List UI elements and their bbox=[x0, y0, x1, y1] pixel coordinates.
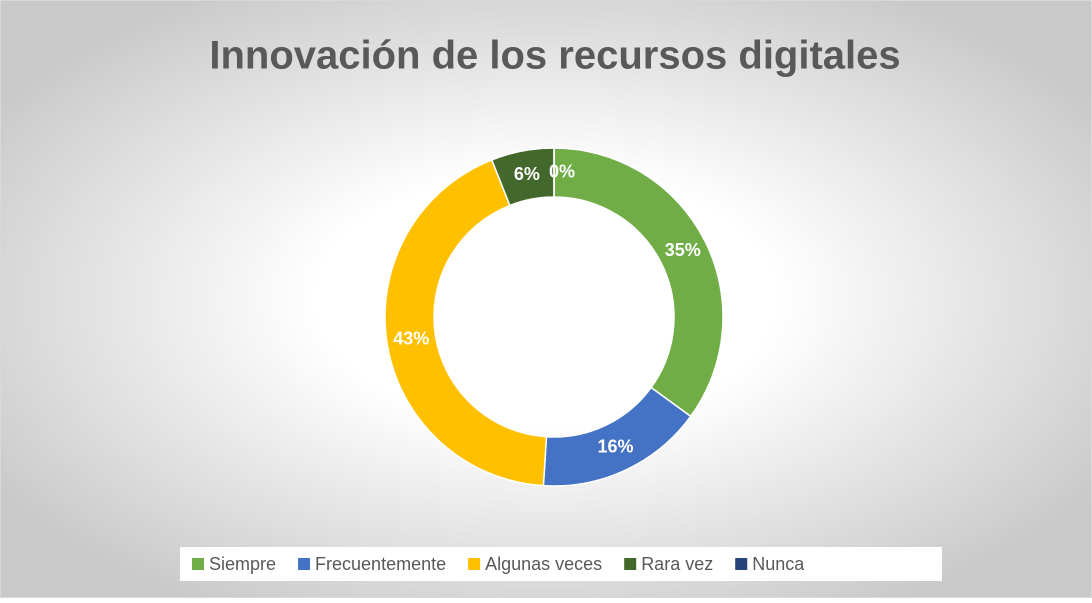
legend-swatch bbox=[298, 558, 311, 570]
donut-slice bbox=[553, 147, 724, 418]
legend-swatch bbox=[468, 558, 481, 570]
legend-label: Frecuentemente bbox=[315, 554, 446, 574]
legend-label: Nunca bbox=[752, 554, 805, 574]
data-label: 6% bbox=[514, 164, 540, 184]
chart-title: Innovación de los recursos digitales bbox=[209, 34, 900, 78]
legend-label: Algunas veces bbox=[485, 554, 602, 574]
legend-swatch bbox=[192, 558, 204, 570]
data-label: 43% bbox=[393, 328, 429, 348]
legend-swatch bbox=[624, 558, 637, 570]
legend-label: Rara vez bbox=[641, 554, 713, 574]
data-label: 35% bbox=[665, 240, 701, 260]
data-label: 0% bbox=[549, 161, 575, 181]
legend-swatch bbox=[735, 558, 748, 570]
legend-label: Siempre bbox=[209, 554, 276, 574]
donut-slice bbox=[384, 158, 548, 487]
data-label: 16% bbox=[598, 436, 634, 456]
